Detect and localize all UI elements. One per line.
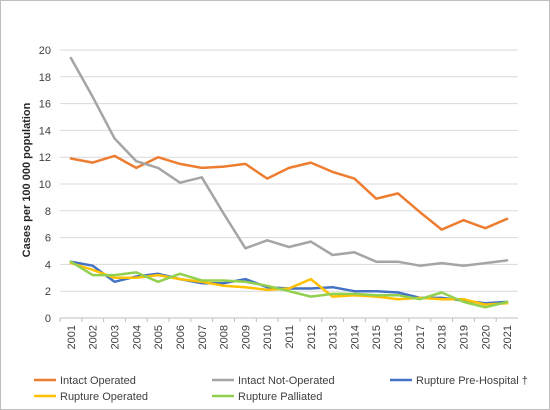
legend-label: Intact Not-Operated — [238, 375, 335, 387]
x-tick-label: 2002 — [88, 325, 100, 349]
x-tick-label: 2007 — [197, 325, 209, 349]
y-axis-label: Cases per 100 000 population — [21, 102, 33, 257]
x-tick-label: 2013 — [328, 325, 340, 349]
y-tick-label: 14 — [39, 125, 51, 137]
y-tick-label: 2 — [45, 286, 51, 298]
x-tick-label: 2005 — [153, 325, 165, 349]
legend: Intact Operated Intact Not-Operated Ruptur… — [34, 375, 528, 403]
x-tick-label: 2003 — [110, 325, 122, 349]
legend-label: Rupture Pre-Hospital † — [416, 375, 528, 387]
x-tick-label: 2015 — [371, 325, 383, 349]
x-tick-label: 2011 — [284, 325, 296, 349]
x-tick-label: 2017 — [415, 325, 427, 349]
legend-label: Rupture Operated — [60, 391, 148, 403]
x-tick-label: 2004 — [131, 325, 143, 349]
x-tick-label: 2018 — [437, 325, 449, 349]
legend-item: Intact Operated — [34, 375, 136, 387]
x-tick-label: 2014 — [349, 325, 361, 349]
axes: 0 2 4 6 8 10 12 14 16 18 20 2001 2002 2003 2004 2005 200… — [39, 45, 518, 349]
x-tick-label: 2001 — [66, 325, 78, 349]
y-tick-label: 18 — [39, 72, 51, 84]
y-tick-label: 10 — [39, 179, 51, 191]
legend-label: Rupture Palliated — [238, 391, 322, 403]
x-tick-label: 2010 — [262, 325, 274, 349]
legend-item: Rupture Operated — [34, 391, 148, 403]
legend-label: Intact Operated — [60, 375, 136, 387]
y-tick-label: 6 — [45, 233, 51, 245]
legend-item: Rupture Pre-Hospital † — [390, 375, 528, 387]
y-tick-label: 4 — [45, 259, 51, 271]
series-line-rupture-pre-hospital — [69, 260, 509, 305]
series-lines — [69, 56, 509, 309]
x-tick-label: 2016 — [393, 325, 405, 349]
series-line-intact-operated — [69, 154, 509, 231]
x-tick-label: 2021 — [502, 325, 514, 349]
x-tick-label: 2020 — [480, 325, 492, 349]
x-tick-label: 2008 — [219, 325, 231, 349]
series-line-rupture-operated — [69, 261, 509, 306]
x-tick-label: 2012 — [306, 325, 318, 349]
series-line-intact-not-operated — [69, 56, 509, 267]
series-line-rupture-palliated — [69, 260, 509, 309]
y-tick-label: 20 — [39, 45, 51, 57]
x-tick-label: 2019 — [458, 325, 470, 349]
y-tick-label: 12 — [39, 152, 51, 164]
x-tick-label: 2006 — [175, 325, 187, 349]
y-tick-label: 16 — [39, 99, 51, 111]
legend-item: Rupture Palliated — [212, 391, 322, 403]
y-tick-label: 8 — [45, 206, 51, 218]
y-tick-label: 0 — [45, 313, 51, 325]
x-tick-label: 2009 — [240, 325, 252, 349]
legend-item: Intact Not-Operated — [212, 375, 335, 387]
